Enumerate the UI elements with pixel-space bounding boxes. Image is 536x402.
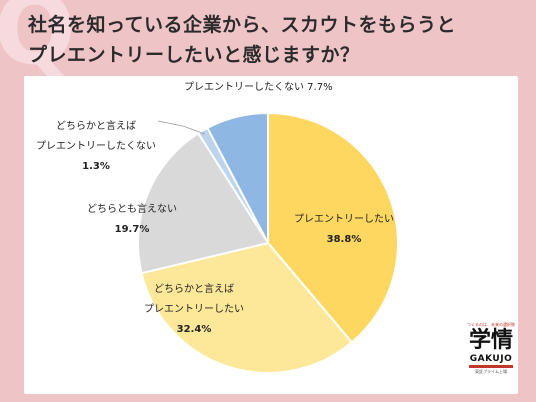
slice-label-2-0: どちらとも言えない — [87, 202, 177, 215]
title-line-1: 社名を知っている企業から、スカウトをもらうと — [28, 14, 457, 36]
chart-card: プレエントリーしたい 38.8% どちらかと言えば プレエントリーしたい 32.4% どち… — [24, 76, 518, 394]
slice-label-3-0: どちらかと言えば — [56, 119, 136, 132]
slice-value-label-3: 1.3% — [82, 161, 110, 172]
slice-value-label-1: 32.4% — [177, 324, 212, 335]
pie-slice-4 — [206, 111, 269, 244]
slice-label-3-1: プレエントリーしたくない — [36, 140, 156, 152]
leader-line-3 — [157, 120, 205, 135]
q-decor-letter: Q — [0, 0, 76, 86]
pie-slice-2 — [137, 131, 270, 275]
slice-value-label-2: 19.7% — [115, 224, 150, 235]
gakujo-logo: つくるのは、未来の選択肢 学情 GAKUJO 東証プライム上場 — [466, 322, 516, 392]
title-line-2: プレエントリーしたいと感じますか？ — [28, 44, 360, 66]
logo-main: 学情 — [468, 328, 513, 353]
logo-english: GAKUJO — [469, 354, 513, 364]
logo-bar — [469, 365, 513, 368]
pie-chart: プレエントリーしたい38.8%どちらかと言えばプレエントリーしたい32.4%どち… — [36, 81, 399, 374]
pie-slice-0 — [267, 111, 399, 344]
slice-label-0-0: プレエントリーしたい — [294, 213, 394, 225]
slice-value-label-0: 38.8% — [327, 234, 362, 245]
pie-slice-1 — [140, 241, 354, 374]
logo-sub: 東証プライム上場 — [475, 369, 507, 374]
logo-tagline: つくるのは、未来の選択肢 — [467, 322, 515, 327]
slice-label-4-0: プレエントリーしたくない 7.7% — [184, 81, 333, 93]
slice-label-1-1: プレエントリーしたい — [144, 303, 244, 315]
page-title: 社名を知っている企業から、スカウトをもらうと プレエントリーしたいと感じますか？ — [28, 10, 528, 70]
slice-label-1-0: どちらかと言えば — [154, 282, 234, 295]
